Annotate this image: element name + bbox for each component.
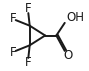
Text: F: F [10,12,16,25]
Text: F: F [25,56,32,69]
Text: F: F [25,2,32,15]
Text: OH: OH [67,11,85,24]
Text: F: F [10,46,16,59]
Text: O: O [63,49,72,62]
